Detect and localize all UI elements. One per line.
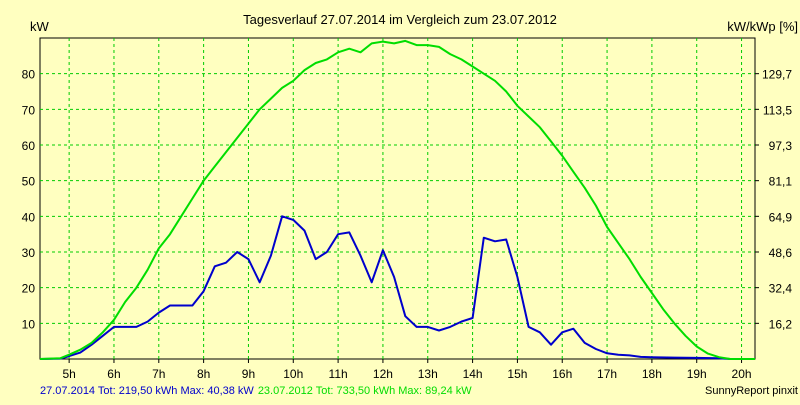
- y-tick-label-left: 40: [22, 210, 36, 224]
- credit-label: SunnyReport pinxit: [705, 385, 798, 397]
- y-tick-label-left: 70: [22, 103, 36, 117]
- y-tick-label-left: 50: [22, 175, 36, 189]
- x-tick-label: 8h: [197, 367, 210, 381]
- y-axis-label-right: kW/kWp [%]: [727, 19, 798, 34]
- y-tick-label-right: 129,7: [762, 68, 792, 82]
- x-tick-label: 7h: [152, 367, 165, 381]
- x-tick-label: 17h: [597, 367, 617, 381]
- axis-layer: 10 16,2 20 32,4 30 48,6 40 64,9 50 81,1 60 97,3 70 11…: [22, 68, 793, 381]
- legend-entry-1: 27.07.2014 Tot: 219,50 kWh Max: 40,38 kW: [40, 385, 254, 397]
- y-axis-label-left: kW: [30, 19, 50, 34]
- y-tick-label-right: 113,5: [763, 103, 792, 117]
- x-tick-label: 16h: [552, 367, 572, 381]
- y-tick-label-left: 80: [22, 68, 36, 82]
- x-tick-label: 18h: [642, 367, 662, 381]
- legend-layer: 27.07.2014 Tot: 219,50 kWh Max: 40,38 kW…: [40, 385, 472, 397]
- x-tick-label: 20h: [732, 367, 752, 381]
- y-tick-label-right: 48,6: [769, 246, 793, 260]
- chart-title: Tagesverlauf 27.07.2014 im Vergleich zum…: [243, 12, 557, 27]
- y-tick-label-right: 16,2: [769, 317, 793, 331]
- series-line-2: [39, 39, 755, 360]
- x-tick-label: 19h: [687, 367, 707, 381]
- y-tick-label-right: 81,1: [769, 175, 793, 189]
- series-layer: [39, 39, 755, 360]
- y-tick-label-right: 64,9: [769, 210, 793, 224]
- y-tick-label-right: 97,3: [769, 139, 793, 153]
- series-line-1: [39, 215, 755, 360]
- y-tick-label-left: 10: [22, 317, 36, 331]
- y-tick-label-left: 30: [22, 246, 36, 260]
- x-tick-label: 6h: [107, 367, 120, 381]
- y-tick-label-left: 60: [22, 139, 36, 153]
- grid-layer: [39, 37, 756, 360]
- x-tick-label: 14h: [463, 367, 483, 381]
- x-tick-label: 9h: [242, 367, 255, 381]
- x-tick-label: 13h: [418, 367, 438, 381]
- y-tick-label-left: 20: [22, 282, 36, 296]
- x-tick-label: 15h: [507, 367, 527, 381]
- x-tick-label: 11h: [329, 367, 348, 381]
- y-tick-label-right: 32,4: [769, 282, 793, 296]
- x-tick-label: 12h: [373, 367, 393, 381]
- plot-frame: [39, 37, 756, 360]
- legend-entry-2: 23.07.2012 Tot: 733,50 kWh Max: 89,24 kW: [258, 385, 472, 397]
- x-tick-label: 5h: [62, 367, 75, 381]
- x-tick-label: 10h: [283, 367, 303, 381]
